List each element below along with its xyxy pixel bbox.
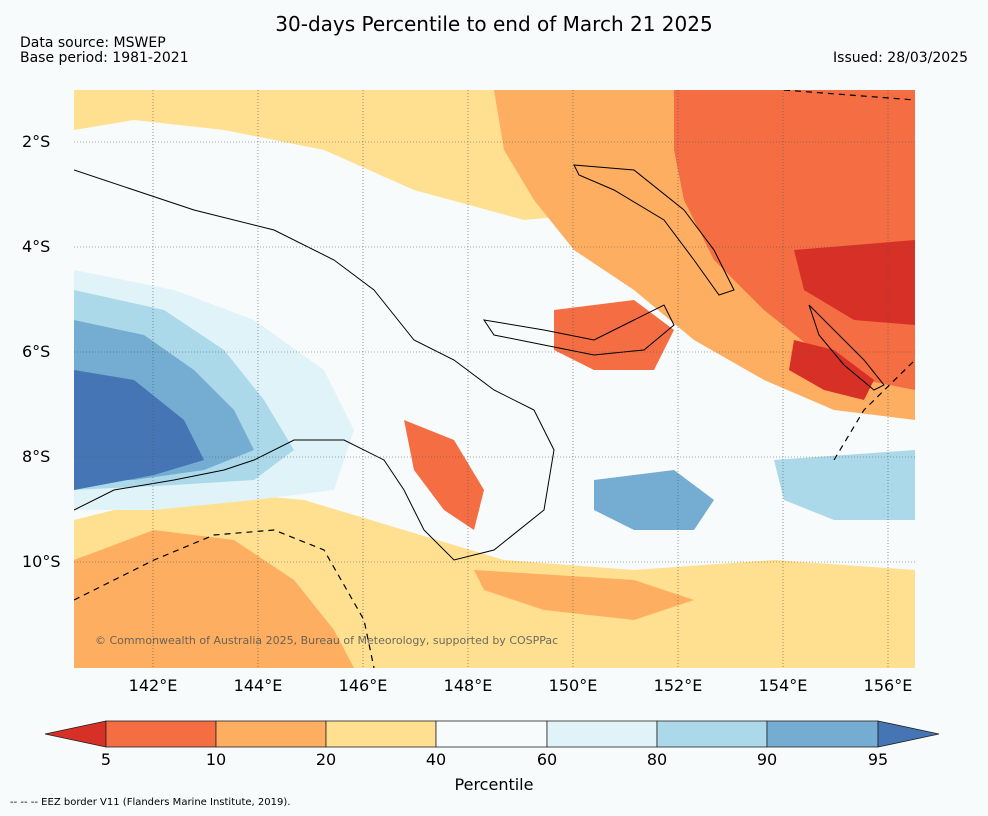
area-5-10-ridge (404, 420, 484, 530)
colorbar-tick-95: 95 (867, 750, 889, 769)
lat-tick-6s: 6°S (22, 342, 51, 361)
area-10-20-southeast (474, 570, 694, 620)
eez-footnote: -- -- -- EEZ border V11 (Flanders Marine… (10, 797, 291, 808)
lat-tick-10s: 10°S (22, 552, 61, 571)
graticule (74, 90, 915, 668)
colorbar-tick-10: 10 (205, 750, 227, 769)
base-period-text: Base period: 1981-2021 (20, 50, 189, 66)
bougainville-coastline (808, 304, 885, 391)
map-title: 30-days Percentile to end of March 21 20… (275, 12, 713, 36)
percentile-map (74, 90, 915, 668)
new-britain-coastline (482, 304, 675, 356)
copyright-notice: © Commonwealth of Australia 2025, Bureau… (95, 634, 559, 647)
area-below5-newireland (789, 340, 874, 400)
eez-border-south (74, 529, 375, 668)
data-source-text: Data source: MSWEP (20, 35, 166, 51)
area-below5-east (794, 240, 915, 325)
lat-tick-2s: 2°S (22, 132, 51, 151)
colorbar-tick-80: 80 (646, 750, 668, 769)
data-source-info: Data source: MSWEP Base period: 1981-202… (20, 36, 189, 66)
area-above95-west (74, 370, 204, 490)
lat-tick-8s: 8°S (22, 447, 51, 466)
colorbar-segment-90-95 (766, 720, 879, 748)
lon-tick-154e: 154°E (758, 676, 808, 695)
colorbar-segment-20-40 (325, 720, 437, 748)
colorbar-segment-80-90 (656, 720, 768, 748)
lon-tick-152e: 152°E (653, 676, 703, 695)
issued-date: Issued: 28/03/2025 (833, 50, 968, 66)
new-ireland-coastline (573, 164, 735, 296)
lon-tick-146e: 146°E (338, 676, 388, 695)
lon-tick-142e: 142°E (128, 676, 178, 695)
colorbar-segment-5-10 (105, 720, 217, 748)
colorbar-tick-20: 20 (315, 750, 337, 769)
colorbar-segment-60-80 (546, 720, 658, 748)
lon-tick-144e: 144°E (233, 676, 283, 695)
lon-tick-148e: 148°E (443, 676, 493, 695)
colorbar-tick-5: 5 (100, 750, 112, 769)
percentile-colorbar (44, 720, 940, 748)
colorbar-tick-90: 90 (756, 750, 778, 769)
colorbar-segment-10-20 (215, 720, 327, 748)
lat-tick-4s: 4°S (22, 237, 51, 256)
colorbar-tick-40: 40 (425, 750, 447, 769)
colorbar-label: Percentile (454, 775, 534, 794)
colorbar-segment-above95 (877, 720, 940, 748)
area-90-95-solomon (594, 470, 714, 530)
lon-tick-150e: 150°E (548, 676, 598, 695)
colorbar-tick-60: 60 (536, 750, 558, 769)
eez-border-east (833, 359, 915, 461)
colorbar-segment-40-60 (435, 720, 548, 748)
colorbar-segment-below5 (44, 720, 107, 748)
area-80-90-east (774, 450, 915, 520)
lon-tick-156e: 156°E (863, 676, 913, 695)
new-guinea-coastline (74, 169, 555, 561)
